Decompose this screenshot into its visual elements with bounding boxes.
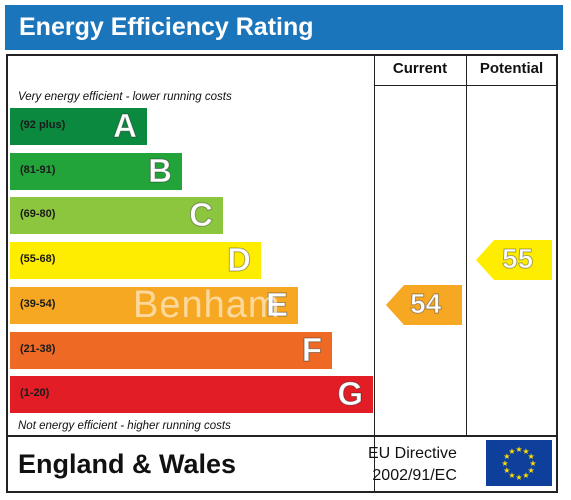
band-letter: E [265,286,288,324]
band-range: (21-38) [20,343,56,355]
current-arrow-shape [386,285,462,325]
band-letter: C [189,196,214,234]
potential-rating-arrow: 55 [476,240,552,280]
efficient-note: Very energy efficient - lower running co… [18,91,232,103]
current-rating-arrow: 54 [386,285,462,325]
directive-line-2: 2002/91/EC [372,467,457,484]
chart-title: Energy Efficiency Rating [19,13,314,41]
eu-stars-icon: ★★★★★★★★★ ★ ★★ [501,445,536,482]
eu-star-icon: ★ [508,447,515,456]
band-range: (92 plus) [20,119,66,131]
eu-star-icon: ★ [501,459,508,468]
column-divider [374,56,375,435]
eu-star-icon: ★ [503,452,510,461]
eu-star-icon: ★ [515,473,522,482]
inefficient-note: Not energy efficient - higher running co… [18,420,231,432]
band-range: (81-91) [20,164,56,176]
eu-flag-icon: ★ ★ ★ ★ ★ ★ ★ ★ ★ ★ ★ ★ [486,440,552,486]
band-d: (55-68) D [10,241,261,279]
current-rating-value: 54 [409,288,442,320]
footer: England & Wales EU Directive 2002/91/EC … [6,437,558,493]
band-range: (55-68) [20,253,56,265]
band-f: (21-38) F [10,331,332,369]
current-column-header: Current [392,60,448,77]
band-range: (39-54) [20,298,56,310]
potential-column-header: Potential [479,60,544,77]
band-letter: G [337,375,364,413]
potential-rating-value: 55 [501,243,534,275]
band-letter: D [227,241,252,279]
band-letter: A [113,107,138,145]
band-b: (81-91) B [10,152,182,190]
potential-arrow-shape [476,240,552,280]
band-range: (1-20) [20,387,50,399]
eu-star-icon: ★ [529,459,536,468]
band-letter: B [148,152,173,190]
band-e: (39-54) E [10,286,298,324]
directive-line-1: EU Directive [368,445,457,462]
band-c: (69-80) C [10,196,223,234]
header-divider [374,85,556,86]
eu-star-icon: ★ [528,466,535,475]
eu-star-icon: ★ [522,447,529,456]
band-g: (1-20) G [10,375,373,413]
title-bar: Energy Efficiency Rating [5,5,563,50]
band-range: (69-80) [20,208,56,220]
eu-directive: EU Directive 2002/91/EC [368,443,457,487]
eu-star-icon: ★ [528,452,535,461]
watermark-text: Benham [133,284,281,326]
rating-chart: Current Potential Very energy efficient … [6,54,558,437]
region-label: England & Wales [18,449,237,479]
eu-star-icon: ★ [515,445,522,454]
column-divider [466,56,467,435]
eu-star-icon: ★ [503,466,510,475]
footer-divider [374,437,375,491]
band-a: (92 plus) A [10,107,147,145]
band-letter: F [301,331,322,369]
eu-star-icon: ★ [522,471,529,480]
eu-star-icon: ★ [508,471,515,480]
